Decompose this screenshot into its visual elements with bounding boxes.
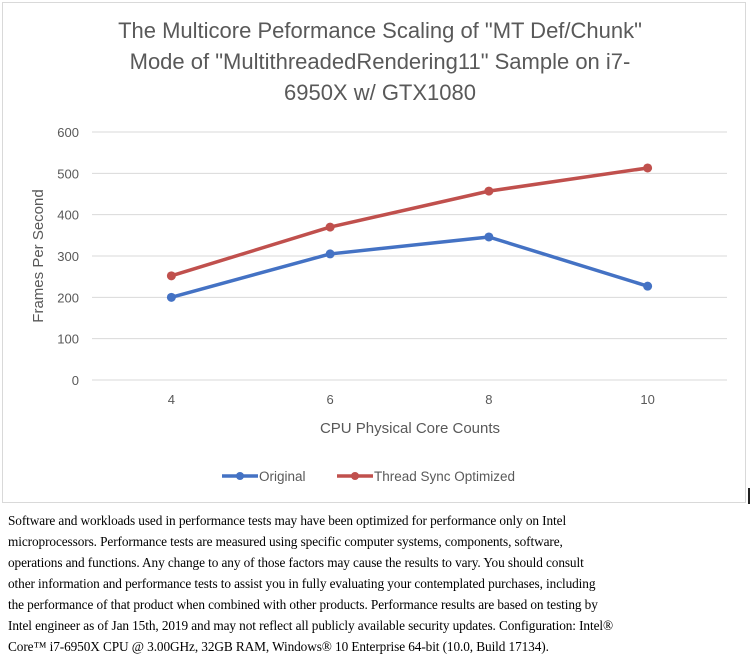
y-tick-label: 200	[57, 290, 79, 305]
y-tick-label: 400	[57, 208, 79, 223]
disclaimer-line: Core™ i7-6950X CPU @ 3.00GHz, 32GB RAM, …	[8, 639, 549, 654]
data-point	[325, 222, 335, 232]
legend: Original Thread Sync Optimized	[222, 469, 515, 484]
series-line	[169, 235, 650, 300]
line-chart: The Multicore Peformance Scaling of "MT …	[30, 18, 727, 484]
disclaimer-line: other information and performance tests …	[8, 576, 596, 591]
x-axis-title: CPU Physical Core Counts	[320, 420, 500, 437]
x-axis-ticks: 4 6 8 10	[168, 392, 655, 407]
legend-item: Thread Sync Optimized	[337, 469, 515, 484]
chart-title-line-1: The Multicore Peformance Scaling of "MT …	[118, 18, 642, 43]
legend-swatch-marker	[351, 472, 359, 480]
chart-title-line-2: Mode of "MultithreadedRendering11" Sampl…	[130, 49, 631, 74]
disclaimer-text: Software and workloads used in performan…	[8, 510, 746, 657]
data-point	[484, 232, 494, 242]
data-point	[166, 271, 176, 281]
y-tick-label: 0	[72, 373, 79, 388]
data-point	[643, 281, 653, 291]
data-point	[166, 292, 176, 302]
data-point	[643, 163, 653, 173]
disclaimer-line: Intel engineer as of Jan 15th, 2019 and …	[8, 618, 613, 633]
series-original	[166, 232, 653, 302]
legend-swatch-marker	[236, 472, 244, 480]
y-tick-label: 500	[57, 166, 79, 181]
y-tick-label: 100	[57, 332, 79, 347]
chart-title-line-3: 6950X w/ GTX1080	[284, 80, 476, 105]
x-tick-label: 6	[327, 392, 334, 407]
legend-label: Original	[259, 469, 306, 484]
window-edge-marker	[748, 488, 750, 504]
y-tick-label: 300	[57, 249, 79, 264]
series-group	[166, 163, 653, 302]
x-tick-label: 8	[485, 392, 492, 407]
chart-title: The Multicore Peformance Scaling of "MT …	[118, 18, 642, 105]
x-tick-label: 10	[640, 392, 654, 407]
series-line	[169, 166, 650, 278]
y-axis-title: Frames Per Second	[30, 189, 47, 322]
series-thread-sync-optimized	[166, 163, 653, 281]
data-point	[325, 249, 335, 259]
disclaimer-line: operations and functions. Any change to …	[8, 555, 584, 570]
gridlines	[92, 131, 727, 381]
disclaimer-line: microprocessors. Performance tests are m…	[8, 534, 563, 549]
disclaimer-line: Software and workloads used in performan…	[8, 513, 567, 528]
data-point	[484, 186, 494, 196]
legend-item: Original	[222, 469, 306, 484]
legend-label: Thread Sync Optimized	[374, 469, 515, 484]
y-tick-label: 600	[57, 125, 79, 140]
x-tick-label: 4	[168, 392, 175, 407]
disclaimer-line: the performance of that product when com…	[8, 597, 598, 612]
y-axis-ticks: 0 100 200 300 400 500 600	[57, 125, 79, 388]
chart-frame	[2, 2, 746, 503]
